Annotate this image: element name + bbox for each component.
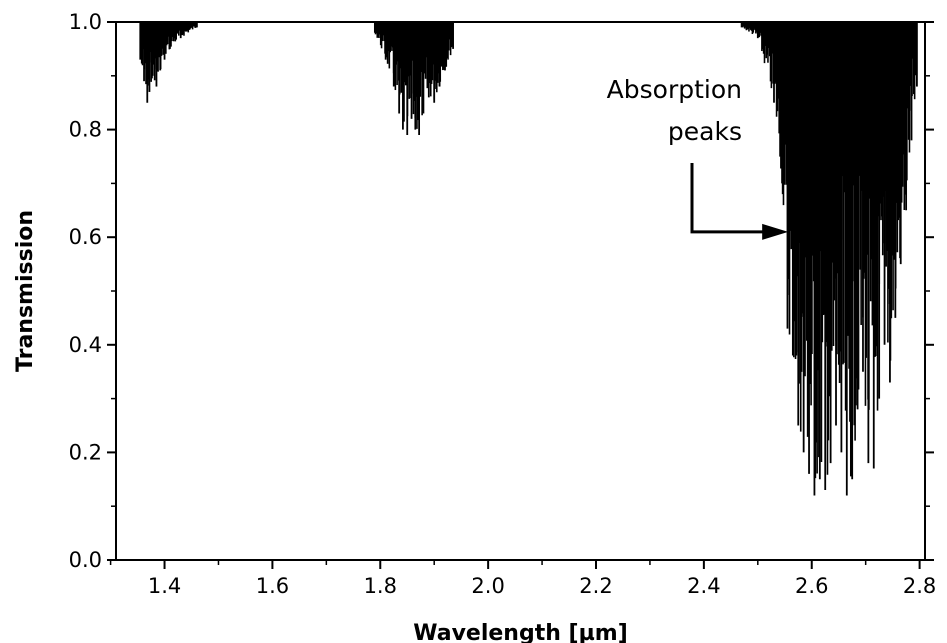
y-axis-title: Transmission xyxy=(13,210,38,372)
y-tick-label: 0.0 xyxy=(69,548,102,572)
absorption-annotation: Absorption peaks xyxy=(607,75,789,240)
annotation-label-line1: Absorption xyxy=(607,75,742,104)
x-axis-title: Wavelength [µm] xyxy=(413,621,628,643)
x-tick-label: 2.8 xyxy=(903,574,936,598)
x-tick-label: 2.2 xyxy=(579,574,612,598)
annotation-arrowhead-icon xyxy=(762,223,789,240)
x-tick-label: 2.4 xyxy=(687,574,720,598)
annotation-arrow xyxy=(690,163,769,234)
x-tick-label: 2.0 xyxy=(471,574,504,598)
x-tick-label: 1.8 xyxy=(364,574,397,598)
x-tick-label: 1.6 xyxy=(256,574,289,598)
spectrum-trace xyxy=(116,21,925,496)
x-tick-label: 2.6 xyxy=(795,574,828,598)
y-tick-label: 1.0 xyxy=(69,10,102,34)
y-tick-label: 0.4 xyxy=(69,333,102,357)
x-axis-ticks: 1.4 1.6 1.8 2.0 2.2 2.4 2.6 2.8 xyxy=(109,560,936,598)
y-tick-label: 0.2 xyxy=(69,440,102,464)
x-tick-label: 1.4 xyxy=(148,574,181,598)
y-tick-label: 0.8 xyxy=(69,118,102,142)
annotation-label-line2: peaks xyxy=(668,117,742,146)
y-tick-label: 0.6 xyxy=(69,225,102,249)
y-axis-ticks: 0.0 0.2 0.4 0.6 0.8 1.0 xyxy=(69,10,934,572)
